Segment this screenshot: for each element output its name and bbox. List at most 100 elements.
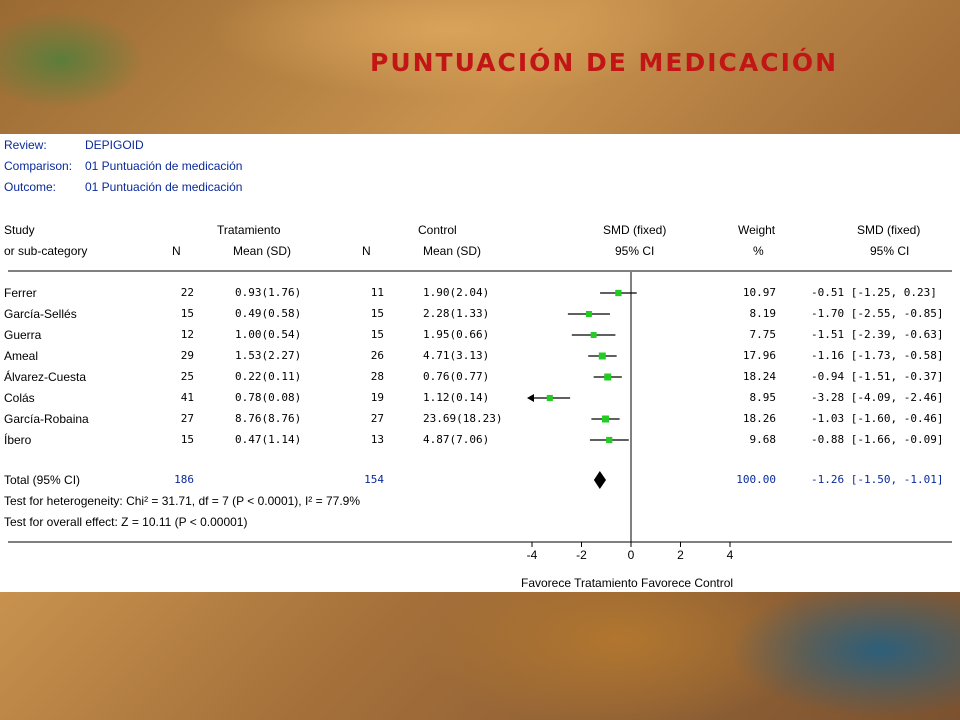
study-mean-trat: 0.22(0.11)	[235, 370, 302, 383]
forest-plot-panel: Review: DEPIGOID Comparison: 01 Puntuaci…	[0, 134, 960, 592]
study-smd-ci: -0.94 [-1.51, -0.37]	[811, 370, 944, 383]
outcome-label: Outcome:	[4, 180, 57, 194]
xlabel-favorece-tratamiento: Favorece Tratamiento	[521, 576, 638, 590]
study-weight: 9.68	[749, 433, 777, 446]
comparison-value: 01 Puntuación de medicación	[85, 159, 243, 173]
study-mean-ctrl: 2.28(1.33)	[423, 307, 490, 320]
study-n-trat: 41	[180, 391, 194, 404]
slide-title: PUNTUACIÓN DE MEDICACIÓN	[370, 48, 839, 77]
comparison-label: Comparison:	[4, 159, 73, 173]
study-mean-trat: 0.78(0.08)	[235, 391, 302, 404]
study-mean-trat: 1.00(0.54)	[235, 328, 302, 341]
x-tick-label: 0	[627, 548, 635, 562]
study-smd-ci: -1.70 [-2.55, -0.85]	[811, 307, 944, 320]
effect-point	[604, 373, 612, 381]
study-n-ctrl: 13	[370, 433, 384, 446]
xlabel-favorece-control: Favorece Control	[641, 576, 734, 590]
study-name: Íbero	[4, 433, 32, 447]
header-mean-trat: Mean (SD)	[233, 244, 292, 258]
header-subcategory: or sub-category	[4, 244, 88, 258]
header-mean-ctrl: Mean (SD)	[423, 244, 482, 258]
study-n-ctrl: 19	[370, 391, 384, 404]
study-mean-ctrl: 1.95(0.66)	[423, 328, 490, 341]
study-mean-ctrl: 1.12(0.14)	[423, 391, 490, 404]
forest-plot-svg	[8, 270, 952, 547]
study-n-trat: 15	[180, 433, 194, 446]
study-weight: 8.19	[749, 307, 777, 320]
total-smd-ci: -1.26 [-1.50, -1.01]	[811, 473, 944, 486]
x-tick-label: -4	[526, 548, 538, 562]
x-tick-label: 2	[677, 548, 684, 562]
review-value: DEPIGOID	[85, 138, 144, 152]
study-name: Ferrer	[4, 286, 37, 300]
study-n-trat: 15	[180, 307, 194, 320]
study-n-ctrl: 15	[370, 328, 384, 341]
effect-point	[615, 289, 622, 297]
overall-effect-test: Test for overall effect: Z = 10.11 (P < …	[4, 515, 248, 529]
study-mean-ctrl: 4.71(3.13)	[423, 349, 490, 362]
study-smd-ci: -1.16 [-1.73, -0.58]	[811, 349, 944, 362]
study-mean-trat: 0.49(0.58)	[235, 307, 302, 320]
effect-point	[606, 436, 613, 444]
study-weight: 10.97	[742, 286, 776, 299]
study-n-trat: 12	[180, 328, 194, 341]
study-smd-ci: -3.28 [-4.09, -2.46]	[811, 391, 944, 404]
heterogeneity-test: Test for heterogeneity: Chi² = 31.71, df…	[4, 494, 360, 508]
header-ci: 95% CI	[615, 244, 655, 258]
effect-point	[598, 352, 606, 360]
study-name: García-Robaina	[4, 412, 89, 426]
study-smd-ci: -1.51 [-2.39, -0.63]	[811, 328, 944, 341]
effect-point	[602, 415, 610, 423]
study-mean-trat: 0.47(1.14)	[235, 433, 302, 446]
study-mean-ctrl: 23.69(18.23)	[423, 412, 503, 425]
effect-point	[590, 332, 597, 338]
total-diamond	[593, 471, 607, 489]
effect-point	[546, 394, 553, 402]
total-n-trat: 186	[174, 473, 194, 486]
study-weight: 18.26	[742, 412, 776, 425]
outcome-value: 01 Puntuación de medicación	[85, 180, 243, 194]
study-name: Guerra	[4, 328, 42, 342]
study-weight: 7.75	[749, 328, 777, 341]
study-weight: 17.96	[742, 349, 776, 362]
header-n-trat: N	[172, 244, 181, 258]
study-mean-trat: 1.53(2.27)	[235, 349, 302, 362]
study-smd-ci: -0.88 [-1.66, -0.09]	[811, 433, 944, 446]
header-control: Control	[418, 223, 457, 237]
study-mean-ctrl: 0.76(0.77)	[423, 370, 490, 383]
total-label: Total (95% CI)	[4, 473, 81, 487]
study-name: Álvarez-Cuesta	[4, 370, 87, 384]
study-n-ctrl: 27	[370, 412, 384, 425]
study-weight: 8.95	[749, 391, 777, 404]
header-n-ctrl: N	[362, 244, 371, 258]
header-tratamiento: Tratamiento	[217, 223, 281, 237]
review-label: Review:	[4, 138, 47, 152]
study-name: García-Sellés	[4, 307, 77, 321]
study-mean-trat: 8.76(8.76)	[235, 412, 302, 425]
total-weight: 100.00	[736, 473, 776, 486]
header-pct: %	[753, 244, 764, 258]
study-weight: 18.24	[742, 370, 776, 383]
study-n-trat: 25	[180, 370, 194, 383]
study-n-ctrl: 26	[370, 349, 384, 362]
study-mean-trat: 0.93(1.76)	[235, 286, 302, 299]
x-tick-label: 4	[726, 548, 734, 562]
study-smd-ci: -0.51 [-1.25, 0.23]	[811, 286, 937, 299]
study-n-ctrl: 11	[370, 286, 384, 299]
study-n-trat: 22	[180, 286, 194, 299]
effect-point	[585, 310, 592, 318]
total-n-ctrl: 154	[364, 473, 384, 486]
ci-arrow	[527, 394, 534, 402]
study-mean-ctrl: 1.90(2.04)	[423, 286, 490, 299]
header-weight: Weight	[738, 223, 776, 237]
study-n-ctrl: 15	[370, 307, 384, 320]
study-name: Colás	[4, 391, 35, 405]
header-smd: SMD (fixed)	[603, 223, 667, 237]
study-n-ctrl: 28	[370, 370, 384, 383]
header-study: Study	[4, 223, 35, 237]
study-smd-ci: -1.03 [-1.60, -0.46]	[811, 412, 944, 425]
header-smd-right: SMD (fixed)	[857, 223, 921, 237]
study-mean-ctrl: 4.87(7.06)	[423, 433, 490, 446]
study-name: Ameal	[4, 349, 39, 363]
study-n-trat: 27	[180, 412, 194, 425]
